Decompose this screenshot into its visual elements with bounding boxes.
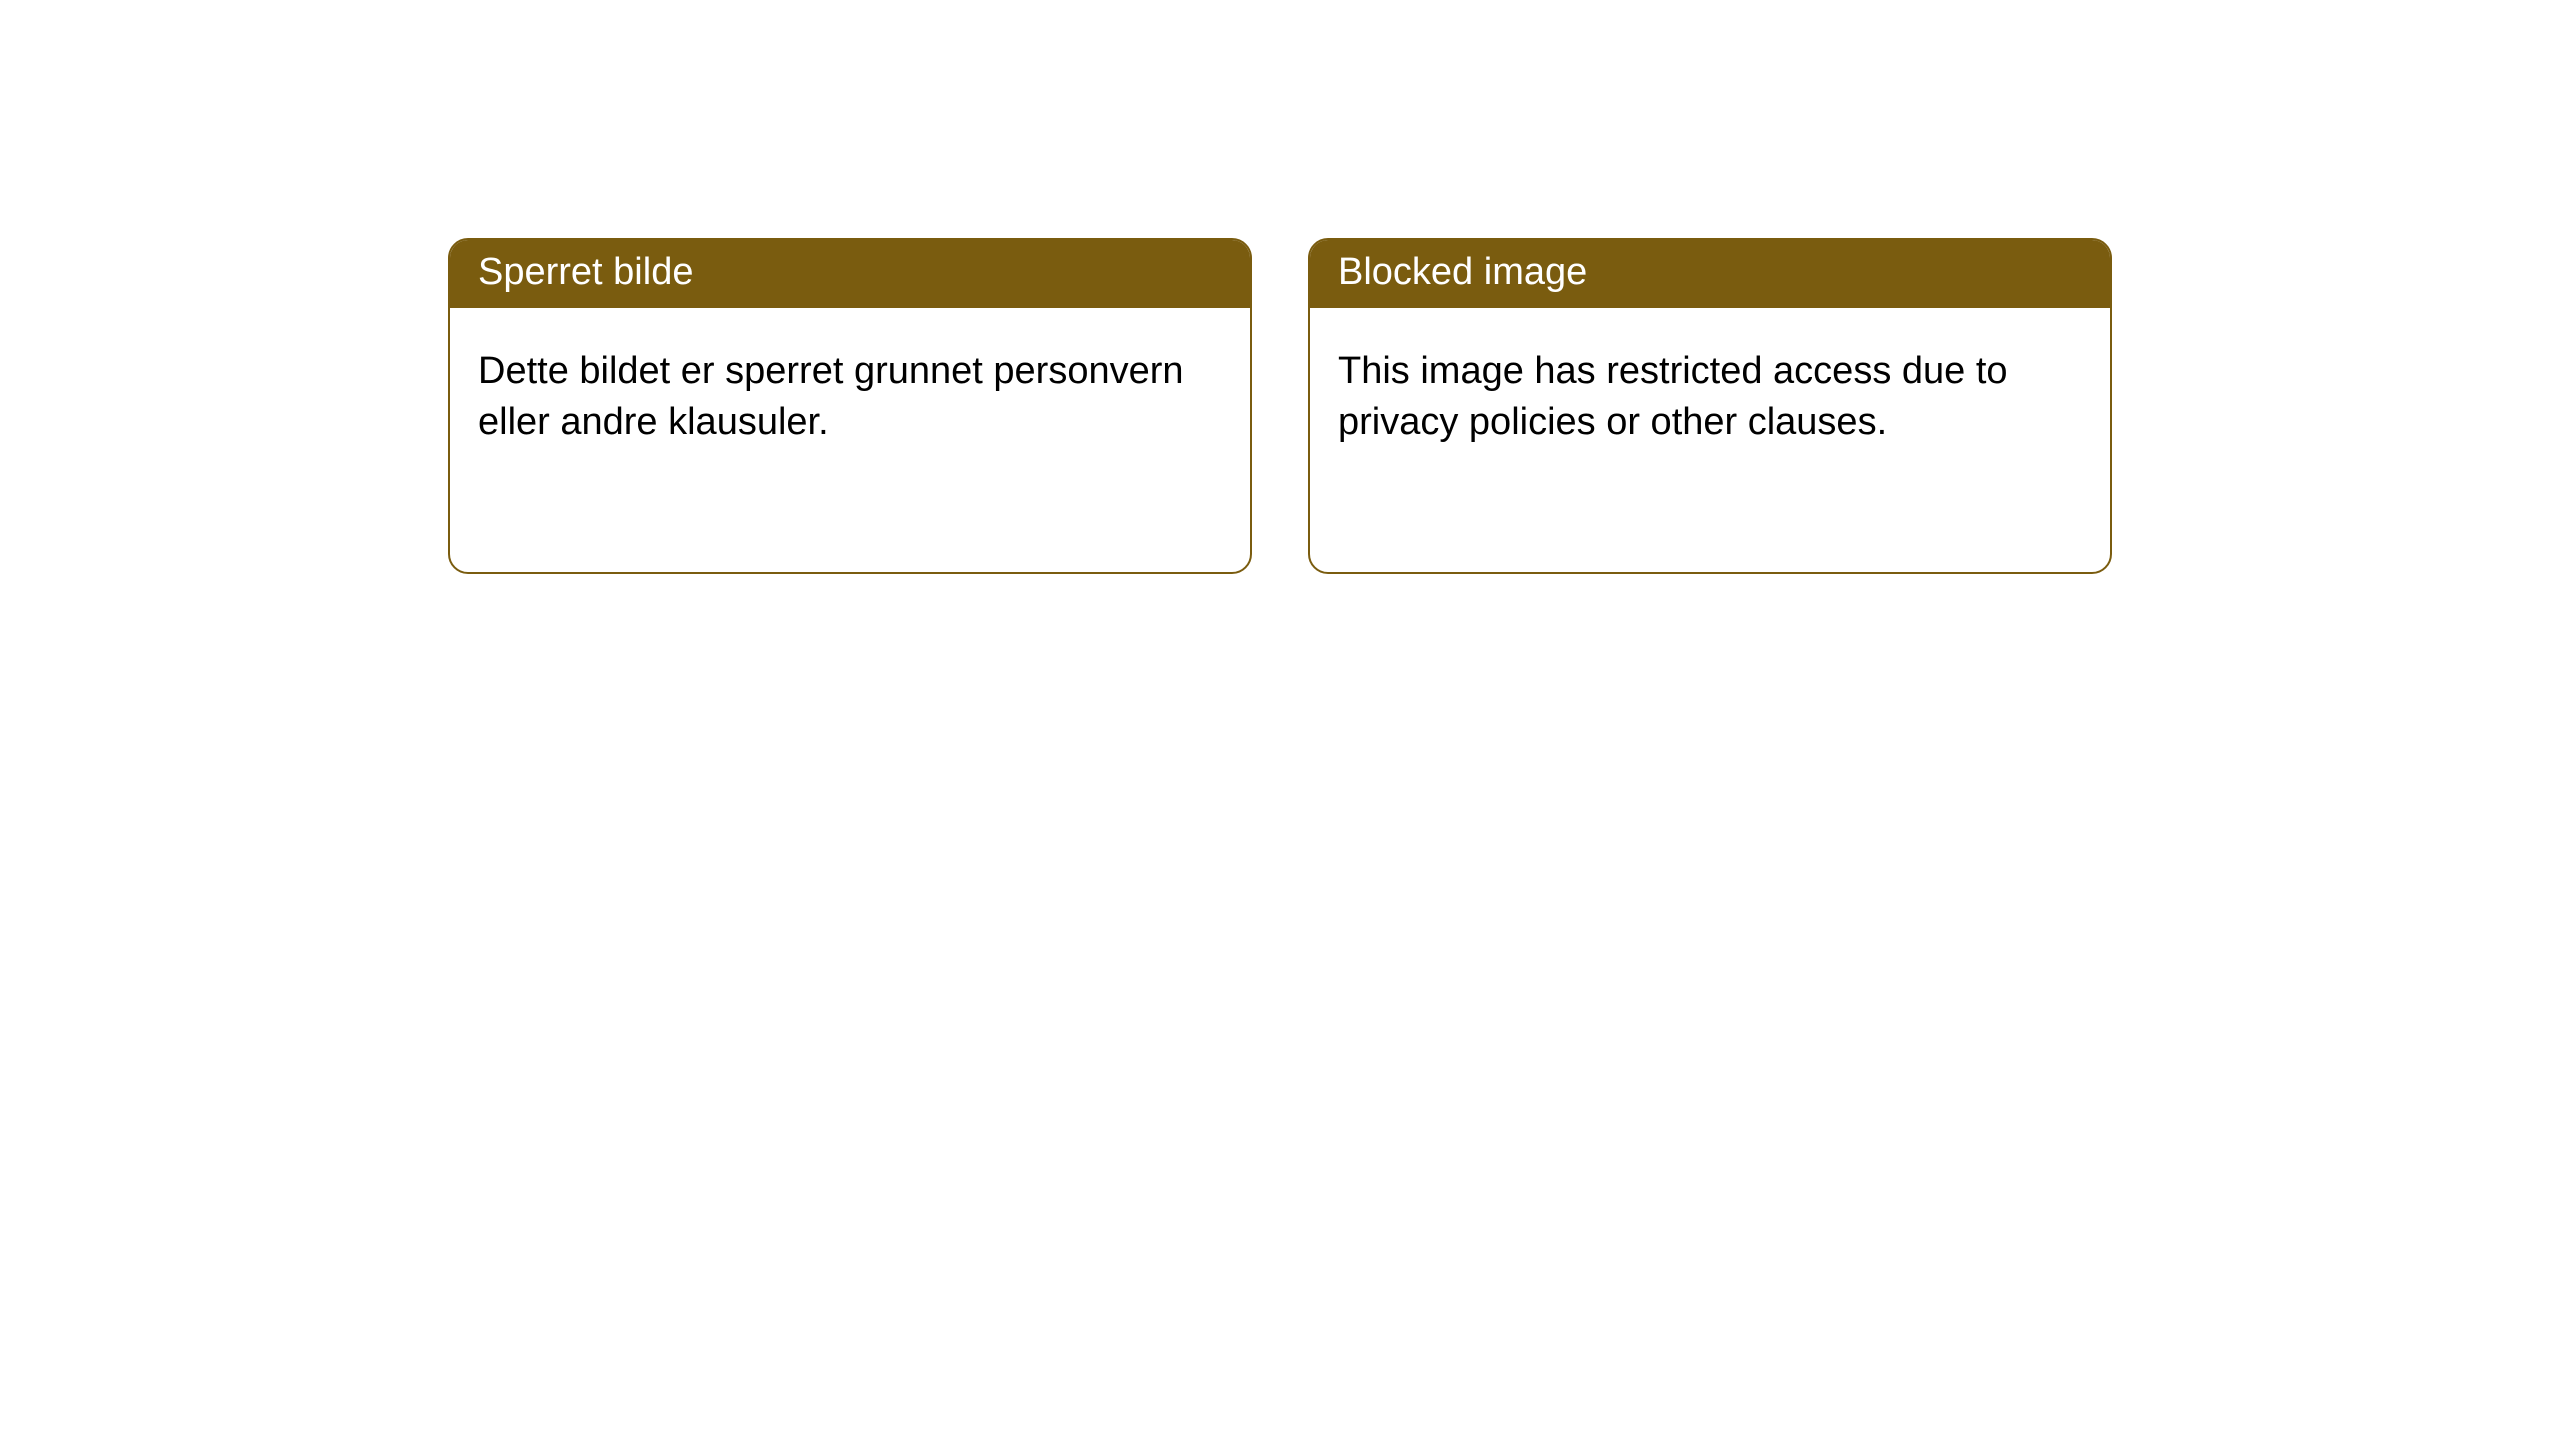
notice-card-english: Blocked image This image has restricted … [1308, 238, 2112, 574]
notice-card-norwegian: Sperret bilde Dette bildet er sperret gr… [448, 238, 1252, 574]
notice-title-english: Blocked image [1310, 240, 2110, 308]
notice-container: Sperret bilde Dette bildet er sperret gr… [0, 0, 2560, 574]
notice-body-english: This image has restricted access due to … [1310, 308, 2110, 477]
notice-title-norwegian: Sperret bilde [450, 240, 1250, 308]
notice-body-norwegian: Dette bildet er sperret grunnet personve… [450, 308, 1250, 477]
